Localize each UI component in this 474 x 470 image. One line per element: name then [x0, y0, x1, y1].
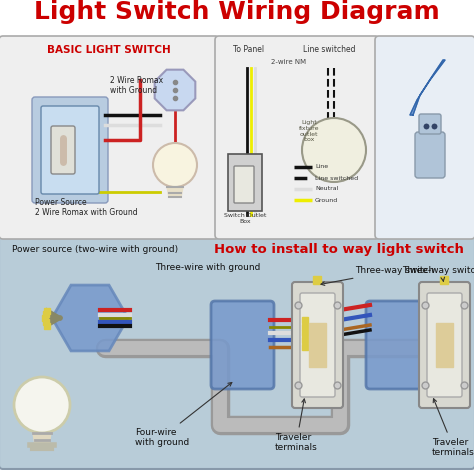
Polygon shape [309, 323, 326, 367]
FancyBboxPatch shape [375, 36, 474, 239]
FancyBboxPatch shape [41, 106, 99, 194]
FancyBboxPatch shape [215, 36, 379, 239]
Text: Line switched: Line switched [303, 46, 355, 55]
Text: Power Source
2 Wire Romax with Ground: Power Source 2 Wire Romax with Ground [35, 197, 137, 217]
FancyBboxPatch shape [292, 282, 343, 408]
Text: Traveler
terminals: Traveler terminals [432, 399, 474, 457]
Text: Light Switch Wiring Diagram: Light Switch Wiring Diagram [34, 0, 440, 24]
FancyBboxPatch shape [0, 36, 219, 239]
FancyBboxPatch shape [419, 282, 470, 408]
Polygon shape [33, 433, 51, 445]
Polygon shape [436, 323, 453, 367]
FancyBboxPatch shape [228, 154, 262, 211]
Text: Three-wire with ground: Three-wire with ground [155, 264, 260, 273]
Text: Power source (two-wire with ground): Power source (two-wire with ground) [12, 245, 178, 254]
FancyBboxPatch shape [415, 132, 445, 178]
Text: Four-wire
with ground: Four-wire with ground [135, 383, 232, 447]
Polygon shape [410, 60, 445, 115]
FancyBboxPatch shape [366, 301, 429, 389]
FancyBboxPatch shape [211, 301, 274, 389]
Text: 2-wire NM: 2-wire NM [272, 59, 307, 65]
Text: Line switched: Line switched [315, 175, 358, 180]
FancyBboxPatch shape [0, 234, 474, 469]
Text: Ground: Ground [315, 197, 338, 203]
FancyBboxPatch shape [32, 97, 108, 203]
Text: 2 Wire Romax
with Ground: 2 Wire Romax with Ground [110, 76, 163, 95]
Text: How to install to way light switch: How to install to way light switch [214, 243, 464, 257]
FancyBboxPatch shape [51, 126, 75, 174]
Text: Three-way switch: Three-way switch [321, 266, 434, 285]
Polygon shape [167, 187, 183, 197]
Text: Light
fixture
outlet
box: Light fixture outlet box [299, 120, 319, 142]
Text: Traveler
terminals: Traveler terminals [275, 399, 318, 452]
Text: BASIC LIGHT SWITCH: BASIC LIGHT SWITCH [47, 45, 171, 55]
Circle shape [14, 377, 70, 433]
Circle shape [302, 118, 366, 182]
Text: Three-way switch: Three-way switch [402, 266, 474, 281]
Text: Line: Line [315, 164, 328, 170]
FancyBboxPatch shape [427, 293, 462, 397]
FancyBboxPatch shape [234, 166, 254, 203]
Text: Switch Outlet
Box: Switch Outlet Box [224, 213, 266, 224]
FancyBboxPatch shape [300, 293, 335, 397]
Text: To Panel: To Panel [233, 46, 264, 55]
Text: Neutral: Neutral [315, 187, 338, 191]
FancyBboxPatch shape [419, 114, 441, 134]
Circle shape [153, 143, 197, 187]
